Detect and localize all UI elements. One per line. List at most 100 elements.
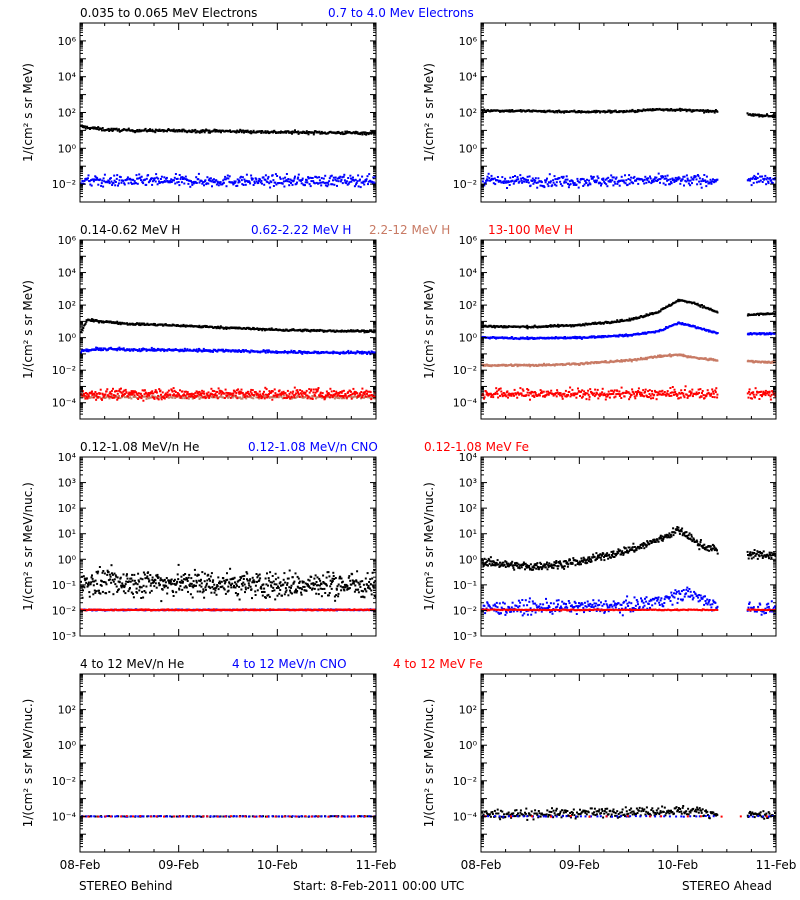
data-point (107, 127, 110, 130)
data-point (279, 329, 282, 331)
data-point (255, 180, 258, 183)
data-point (252, 327, 255, 330)
data-point (179, 396, 182, 399)
data-point (760, 114, 763, 117)
data-point (286, 352, 289, 355)
data-point (297, 176, 300, 179)
data-point (133, 130, 136, 132)
data-point (532, 326, 535, 329)
data-point (700, 186, 703, 189)
data-point (156, 349, 159, 352)
data-point (191, 129, 194, 132)
data-point (212, 396, 215, 398)
data-point (129, 393, 132, 396)
data-point (174, 173, 177, 175)
data-point (108, 392, 111, 395)
data-point (216, 180, 219, 183)
data-points (481, 107, 776, 189)
data-point (215, 396, 218, 399)
data-point (311, 131, 314, 134)
y-tick-label: 10⁻² (52, 178, 76, 191)
data-point (174, 394, 177, 397)
data-point (99, 349, 102, 352)
data-point (119, 397, 122, 400)
data-point (341, 352, 344, 355)
data-point (356, 180, 359, 183)
data-point (151, 180, 154, 183)
data-point (365, 179, 367, 182)
data-point (252, 184, 255, 186)
data-point (668, 353, 671, 356)
data-point (586, 361, 588, 364)
data-point (213, 181, 216, 184)
data-point (301, 177, 304, 180)
data-point (100, 347, 103, 350)
data-point (255, 392, 258, 395)
data-point (552, 179, 555, 182)
data-point (360, 330, 362, 333)
data-point (257, 394, 260, 397)
data-point (208, 350, 211, 353)
data-point (353, 392, 355, 395)
data-point (195, 395, 198, 398)
data-point (291, 132, 293, 135)
data-point (659, 181, 661, 184)
data-point (226, 177, 229, 180)
data-point (102, 395, 105, 398)
data-point (349, 174, 352, 177)
data-point (232, 182, 235, 185)
data-point (626, 110, 629, 113)
data-point (764, 333, 767, 336)
data-point (88, 396, 91, 399)
data-point (592, 175, 595, 178)
data-point (324, 174, 327, 177)
data-point (571, 180, 574, 183)
data-point (156, 183, 159, 186)
data-point (623, 335, 626, 337)
data-point (699, 304, 701, 307)
data-point (192, 395, 195, 398)
data-point (225, 391, 228, 394)
data-point (761, 115, 764, 118)
data-point (353, 185, 356, 188)
data-point (222, 179, 225, 182)
data-point (668, 183, 671, 186)
data-point (166, 130, 169, 133)
data-point (553, 324, 556, 326)
data-point (261, 130, 264, 133)
data-point (98, 321, 100, 324)
data-point (178, 393, 180, 396)
data-point (263, 131, 266, 134)
data-point (112, 394, 115, 397)
data-point (123, 396, 126, 399)
data-point (232, 392, 235, 395)
data-point (520, 177, 523, 180)
data-point (355, 351, 358, 354)
data-point (551, 337, 554, 340)
data-point (185, 397, 188, 400)
data-point (153, 349, 156, 352)
data-point (92, 396, 95, 399)
data-point (236, 178, 239, 181)
data-point (238, 390, 241, 393)
data-point (101, 397, 104, 400)
data-point (685, 180, 688, 183)
data-point (765, 178, 768, 181)
data-point (118, 395, 120, 397)
data-point (166, 349, 169, 352)
data-point (304, 184, 306, 187)
data-point (301, 395, 304, 398)
data-point (204, 179, 207, 182)
data-point (547, 185, 550, 188)
data-point (200, 129, 203, 132)
data-point (174, 182, 177, 185)
data-point (565, 110, 568, 113)
data-point (96, 177, 99, 180)
data-point (285, 173, 288, 175)
data-point (271, 174, 274, 177)
data-point (517, 178, 520, 181)
data-point (515, 110, 518, 113)
data-point (138, 348, 141, 351)
data-point (253, 182, 256, 185)
